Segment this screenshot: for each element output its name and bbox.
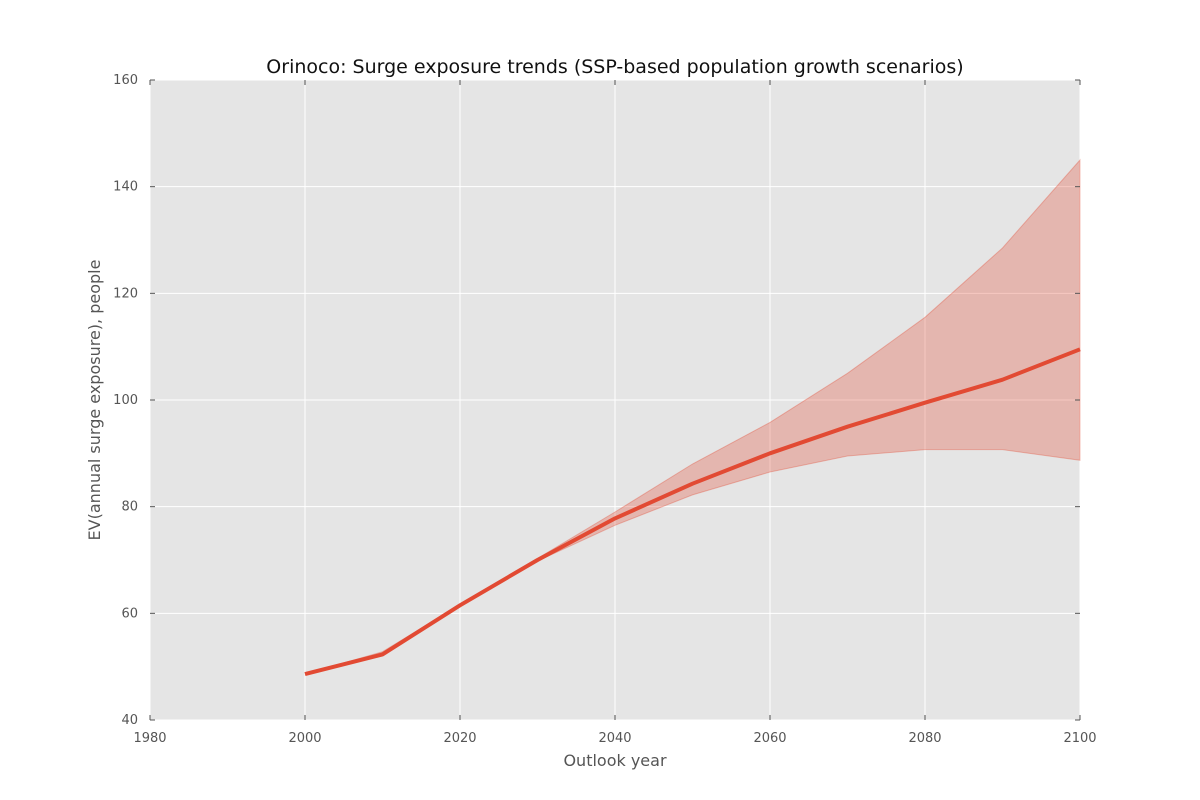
y-tick-label: 120 [113, 286, 138, 301]
x-axis-label: Outlook year [563, 751, 667, 770]
series-line [304, 347, 1081, 677]
x-tick-label: 2000 [288, 731, 321, 746]
x-tick-label: 2100 [1063, 731, 1096, 746]
x-tick-label: 2080 [908, 731, 941, 746]
x-tick-label: 2060 [753, 731, 786, 746]
y-tick-label: 80 [121, 500, 138, 515]
y-tick-label: 160 [113, 73, 138, 88]
y-tick-label: 140 [113, 180, 138, 195]
uncertainty-band [304, 158, 1081, 675]
y-tick-label: 100 [113, 393, 138, 408]
x-tick-label: 1980 [133, 731, 166, 746]
y-tick-label: 40 [121, 713, 138, 728]
x-tick-label: 2020 [443, 731, 476, 746]
y-tick-label: 60 [121, 606, 138, 621]
x-tick-label: 2040 [598, 731, 631, 746]
chart-title: Orinoco: Surge exposure trends (SSP-base… [266, 56, 963, 78]
axis-ticks: 1980 2000 2020 2040 2060 2080 2100 40 60 80 100 120… [113, 73, 1096, 746]
y-axis-label: EV(annual surge exposure), people [85, 260, 104, 541]
